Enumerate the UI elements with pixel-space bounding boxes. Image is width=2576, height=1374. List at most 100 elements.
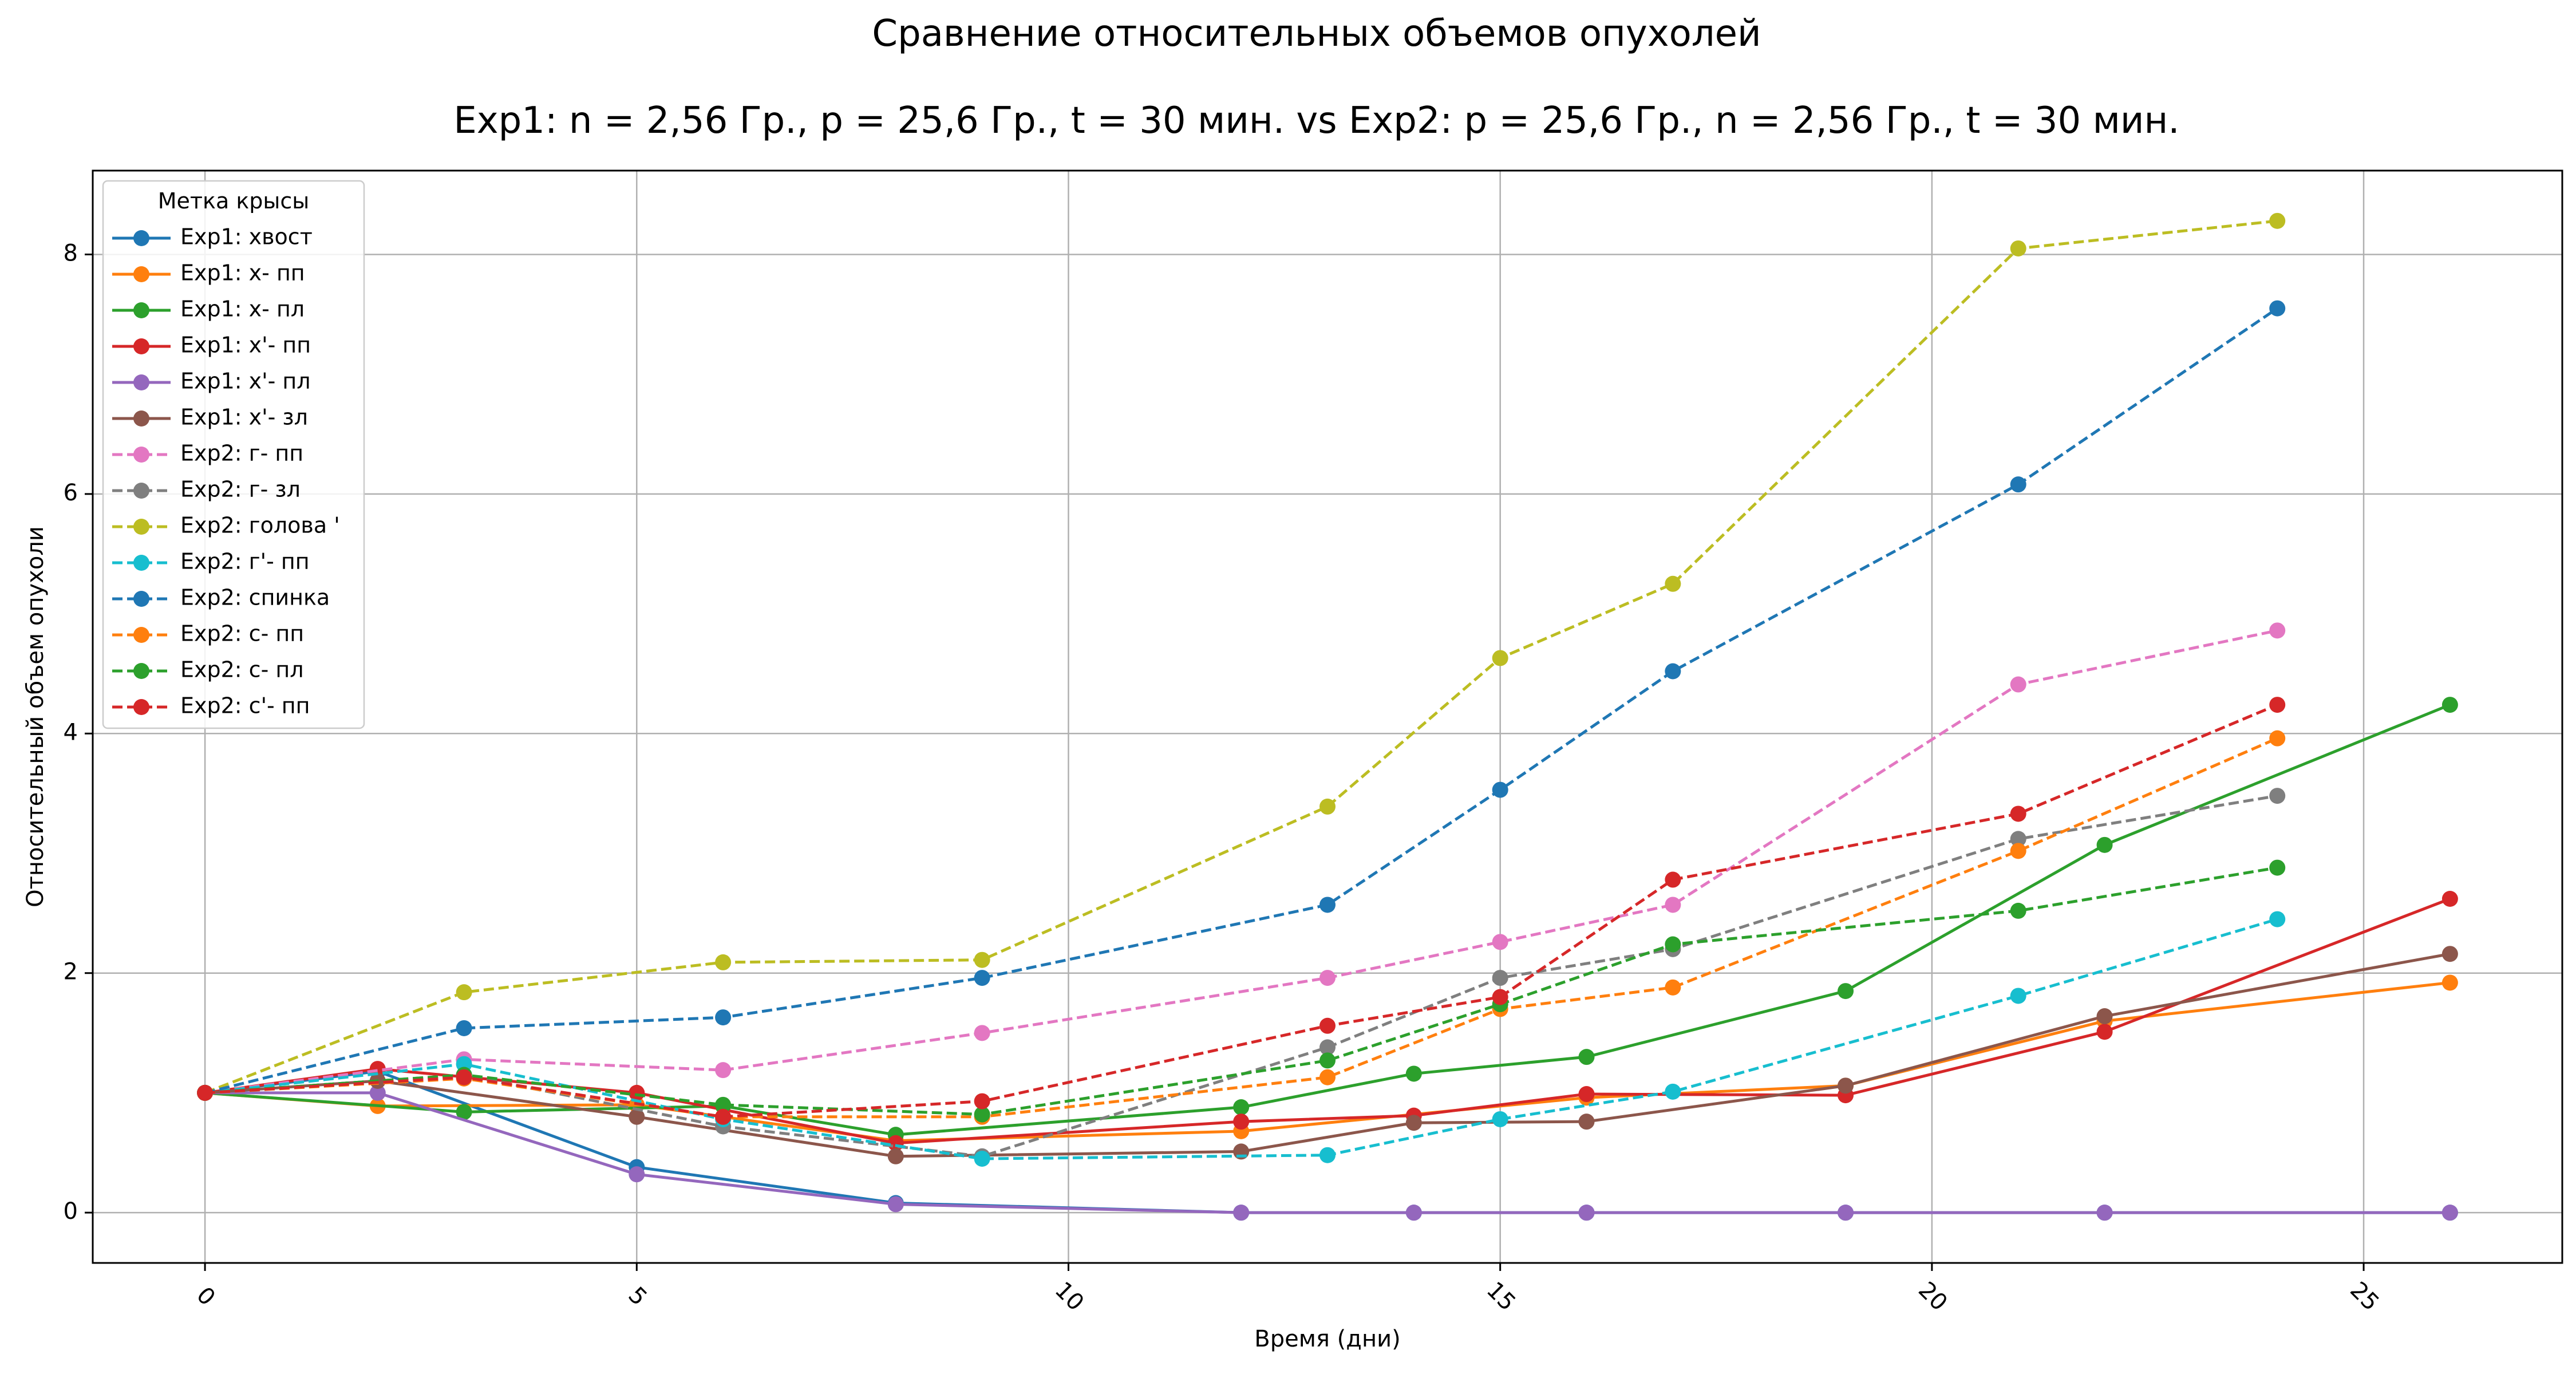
legend-marker <box>133 663 149 679</box>
legend-marker <box>133 266 149 282</box>
legend-item: Exp2: г- зл <box>112 477 301 502</box>
data-point <box>1492 781 1508 798</box>
data-point <box>2096 836 2113 853</box>
legend-item: Exp1: х'- зл <box>112 405 308 430</box>
x-tick-label: 25 <box>2345 1277 2384 1316</box>
legend-label: Exp1: х- пп <box>180 260 305 286</box>
legend-marker <box>133 483 149 499</box>
data-point <box>1838 983 1854 1000</box>
legend-marker <box>133 410 149 427</box>
series-line <box>204 219 2278 1095</box>
series-line <box>204 1069 2450 1214</box>
data-point <box>1665 1083 1681 1100</box>
legend-item: Exp2: с- пп <box>112 621 304 646</box>
data-point <box>1233 1099 1250 1116</box>
chart-subtitle: Exp1: n = 2,56 Гр., p = 25,6 Гр., t = 30… <box>453 100 2179 142</box>
data-point <box>2269 859 2286 876</box>
legend-marker <box>133 230 149 246</box>
plot-area-frame <box>92 169 2563 1264</box>
data-point <box>2010 988 2026 1004</box>
data-point <box>715 954 732 970</box>
data-point <box>2441 1205 2458 1221</box>
x-tick-label: 10 <box>1050 1277 1089 1316</box>
legend-label: Exp2: с'- пп <box>180 693 310 718</box>
x-tick-label: 5 <box>623 1282 652 1311</box>
series-line <box>204 703 2451 1136</box>
data-point <box>456 1020 472 1036</box>
data-point <box>629 1108 645 1125</box>
series-line <box>204 737 2278 1119</box>
data-point <box>1578 1086 1595 1103</box>
data-point <box>456 1104 472 1120</box>
data-point <box>1665 871 1681 888</box>
data-point <box>715 1096 732 1113</box>
data-point <box>369 1084 386 1101</box>
data-point <box>1492 989 1508 1005</box>
data-point <box>1233 1114 1250 1130</box>
data-point <box>974 1106 990 1123</box>
data-point <box>715 1009 732 1026</box>
data-point <box>1665 575 1681 592</box>
data-point <box>974 1025 990 1041</box>
data-point <box>2441 891 2458 907</box>
data-point <box>1665 936 1681 953</box>
data-point <box>2096 1024 2113 1040</box>
data-point <box>2010 831 2026 847</box>
data-point <box>2269 622 2286 639</box>
legend-label: Exp2: с- пп <box>180 621 304 646</box>
data-point <box>2269 300 2286 317</box>
legend-marker <box>133 302 149 318</box>
legend-item: Exp1: х- пл <box>112 297 305 322</box>
data-point <box>2096 1008 2113 1025</box>
data-point <box>1319 897 1336 913</box>
data-point <box>1233 1205 1250 1221</box>
data-point <box>1838 1205 1854 1221</box>
legend-marker <box>133 338 149 354</box>
x-tick-label: 15 <box>1481 1277 1521 1316</box>
legend-label: Exp2: голова ' <box>180 513 340 538</box>
series-6 <box>197 622 2286 1101</box>
data-point <box>2269 788 2286 804</box>
series-8 <box>197 212 2286 1101</box>
data-point <box>2441 974 2458 991</box>
y-tick-label: 4 <box>64 719 78 745</box>
data-point <box>1405 1065 1422 1082</box>
y-tick-label: 2 <box>64 959 78 985</box>
legend-label: Exp2: г'- пп <box>180 549 310 574</box>
data-point <box>1578 1205 1595 1221</box>
y-tick-label: 0 <box>64 1198 78 1225</box>
data-point <box>1492 970 1508 986</box>
legend-marker <box>133 519 149 535</box>
data-point <box>1405 1205 1422 1221</box>
legend-item: Exp2: г- пп <box>112 441 303 466</box>
legend-label: Exp1: х- пл <box>180 297 305 322</box>
legend-item: Exp2: с- пл <box>112 657 304 682</box>
data-point <box>974 1093 990 1110</box>
data-point <box>974 1150 990 1167</box>
legend-label: Exp1: х'- зл <box>180 405 308 430</box>
legend-label: Exp2: спинка <box>180 585 330 610</box>
axis-ticks: 0 5 10 15 20 25 0 2 4 6 8 <box>64 240 2384 1316</box>
data-point <box>887 1196 904 1213</box>
series-line <box>205 1091 2450 1214</box>
data-point <box>2269 697 2286 713</box>
y-tick-label: 8 <box>64 240 78 266</box>
legend-marker <box>133 627 149 643</box>
data-point <box>1838 1077 1854 1094</box>
legend-marker <box>133 447 149 463</box>
data-point <box>2096 1205 2113 1221</box>
legend-item: Exp1: хвост <box>112 224 313 250</box>
data-point <box>974 951 990 968</box>
data-point <box>1319 970 1336 986</box>
data-point <box>2441 697 2458 713</box>
data-point <box>1665 897 1681 913</box>
legend-marker <box>133 699 149 715</box>
legend-item: Exp2: с'- пп <box>112 693 310 718</box>
data-point <box>1492 934 1508 950</box>
data-point <box>2441 946 2458 962</box>
legend-marker <box>133 374 149 390</box>
legend-item: Exp2: голова ' <box>112 513 340 538</box>
data-point <box>2010 676 2026 693</box>
data-point <box>1578 1049 1595 1065</box>
